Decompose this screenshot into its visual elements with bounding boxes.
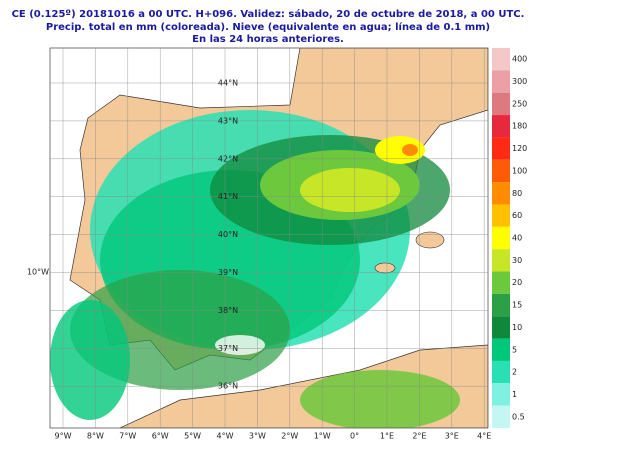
latitude-label: 41°N xyxy=(218,192,238,201)
longitude-label: 10°W xyxy=(27,268,49,277)
legend-label: 15 xyxy=(512,301,522,310)
legend-label: 40 xyxy=(512,234,522,243)
legend-swatch xyxy=(492,204,510,227)
longitude-label: 1°E xyxy=(380,432,394,441)
legend-swatch xyxy=(492,293,510,317)
legend-swatch xyxy=(492,70,510,93)
longitude-label: 2°W xyxy=(281,432,298,441)
legend-label: 180 xyxy=(512,122,527,131)
legend-swatch xyxy=(492,159,510,183)
legend-swatch xyxy=(492,338,510,361)
legend-label: 60 xyxy=(512,211,522,220)
longitude-label: 8°W xyxy=(87,432,104,441)
legend-swatch xyxy=(492,360,510,384)
legend-label: 400 xyxy=(512,55,527,64)
longitude-label: 7°W xyxy=(119,432,136,441)
latitude-label: 40°N xyxy=(218,230,238,239)
legend-swatch xyxy=(492,271,510,294)
latitude-label: 42°N xyxy=(218,154,238,163)
latitude-label: 44°N xyxy=(218,79,238,88)
legend-label: 10 xyxy=(512,323,522,332)
legend-swatch xyxy=(492,383,510,406)
longitude-label: 2°E xyxy=(412,432,426,441)
longitude-label: 3°W xyxy=(249,432,266,441)
latitude-label: 36°N xyxy=(218,382,238,391)
legend-swatch xyxy=(492,249,510,272)
legend-label: 30 xyxy=(512,256,522,265)
legend-swatch xyxy=(492,92,510,116)
legend-label: 0.5 xyxy=(512,412,525,421)
longitude-label: 9°W xyxy=(55,432,72,441)
latitude-label: 37°N xyxy=(218,344,238,353)
longitude-label: 4°W xyxy=(217,432,234,441)
legend-label: 80 xyxy=(512,189,522,198)
legend-label: 120 xyxy=(512,144,527,153)
legend-label: 5 xyxy=(512,345,517,354)
legend-swatch xyxy=(492,137,510,160)
legend-label: 100 xyxy=(512,166,527,175)
header-line: Precip. total en mm (coloreada). Nieve (… xyxy=(46,21,490,33)
latitude-label: 39°N xyxy=(218,268,238,277)
legend-swatch xyxy=(492,405,510,428)
longitude-label: 0° xyxy=(350,432,359,441)
header-line: En las 24 horas anteriores. xyxy=(192,34,344,45)
legend-swatch xyxy=(492,316,510,339)
legend-swatch xyxy=(492,115,510,138)
header-line: CE (0.125º) 20181016 a 00 UTC. H+096. Va… xyxy=(12,8,525,20)
longitude-label: 4°E xyxy=(477,432,491,441)
legend-swatch xyxy=(492,226,510,250)
legend-label: 20 xyxy=(512,278,522,287)
longitude-label: 5°W xyxy=(184,432,201,441)
latitude-label: 43°N xyxy=(218,116,238,125)
legend-swatch xyxy=(492,48,510,71)
legend-label: 300 xyxy=(512,77,527,86)
legend-swatch xyxy=(492,182,510,205)
longitude-label: 3°E xyxy=(445,432,459,441)
map xyxy=(49,47,489,429)
legend-label: 1 xyxy=(512,390,517,399)
longitude-label: 6°W xyxy=(152,432,169,441)
latitude-label: 38°N xyxy=(218,306,238,315)
longitude-label: 1°W xyxy=(314,432,331,441)
legend-label: 250 xyxy=(512,99,527,108)
legend-label: 2 xyxy=(512,368,517,377)
